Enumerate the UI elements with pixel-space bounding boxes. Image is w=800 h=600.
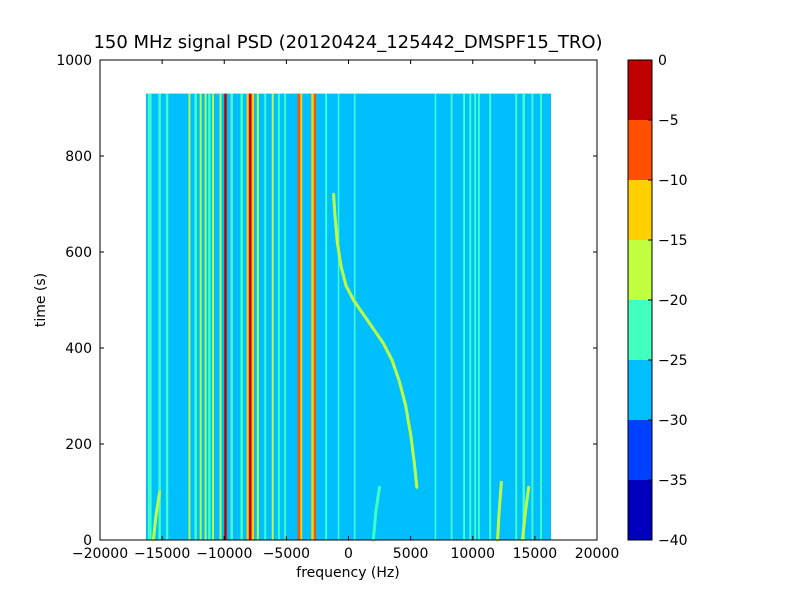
short-trace (496, 480, 503, 542)
vertical-feature (311, 93, 314, 540)
vertical-feature (337, 93, 340, 540)
vertical-feature (515, 93, 518, 540)
x-tick-label: −10000 (196, 546, 252, 562)
vertical-feature (450, 93, 453, 540)
x-tick-label: −20000 (72, 546, 128, 562)
vertical-feature (230, 93, 233, 540)
colorbar-tick-label: 0 (658, 53, 667, 69)
vertical-feature (474, 93, 477, 540)
heatmap-layer (145, 93, 552, 542)
vertical-feature (165, 93, 169, 540)
colorbar-segment (628, 420, 652, 480)
y-tick-label: 600 (65, 245, 92, 261)
colorbar-tick-label: −5 (658, 113, 679, 129)
doppler-trace (332, 192, 419, 489)
vertical-feature (204, 93, 207, 540)
vertical-feature (325, 93, 328, 540)
x-tick-label: 5000 (393, 546, 429, 562)
vertical-feature (434, 93, 437, 540)
colorbar-tick-label: −10 (658, 173, 688, 189)
short-trace (151, 490, 162, 542)
x-tick-label: 20000 (575, 546, 620, 562)
vertical-feature (531, 93, 534, 540)
chart-title: 150 MHz signal PSD (20120424_125442_DMSP… (93, 32, 602, 53)
vertical-feature (463, 93, 465, 540)
y-tick-label: 200 (65, 437, 92, 453)
vertical-feature (208, 93, 211, 540)
y-tick-label: 400 (65, 341, 92, 357)
vertical-feature (264, 93, 267, 540)
colorbar-segment (628, 480, 652, 540)
vertical-feature (271, 93, 274, 540)
vertical-feature (284, 93, 287, 540)
colorbar-tick-label: −30 (658, 413, 688, 429)
y-tick-label: 0 (83, 533, 92, 549)
colorbar-tick-label: −15 (658, 233, 688, 249)
vertical-feature (277, 93, 280, 540)
y-tick-label: 800 (65, 149, 92, 165)
vertical-feature (353, 93, 356, 540)
vertical-feature (489, 93, 492, 540)
vertical-feature (314, 93, 316, 540)
y-axis: 0 200 400 600 800 1000 (56, 53, 597, 549)
vertical-feature (469, 93, 472, 540)
colorbar: −40 −35 −30 −25 −20 −15 −10 −5 0 (627, 53, 688, 549)
colorbar-segment (628, 180, 652, 240)
x-axis-label: frequency (Hz) (296, 565, 399, 581)
short-trace (520, 485, 531, 542)
colorbar-ticks: −40 −35 −30 −25 −20 −15 −10 −5 0 (648, 53, 688, 549)
plot-area (99, 59, 598, 542)
vertical-feature (251, 93, 255, 540)
vertical-feature (240, 93, 243, 540)
vertical-feature (256, 93, 259, 540)
vertical-feature (147, 93, 152, 540)
vertical-feature (478, 93, 480, 540)
colorbar-segment (628, 240, 652, 300)
vertical-feature (194, 93, 197, 540)
vertical-feature (188, 93, 191, 540)
x-tick-label: 15000 (513, 546, 558, 562)
colorbar-segments (628, 60, 652, 540)
y-tick-label: 1000 (56, 53, 92, 69)
short-trace (371, 485, 382, 542)
colorbar-tick-label: −40 (658, 533, 688, 549)
x-tick-label: 10000 (450, 546, 495, 562)
vertical-feature (300, 93, 303, 540)
colorbar-segment (628, 60, 652, 120)
vertical-feature (212, 93, 214, 540)
x-tick-label: 0 (344, 546, 353, 562)
vertical-feature (246, 93, 250, 540)
colorbar-segment (628, 300, 652, 360)
vertical-feature (522, 93, 525, 540)
vertical-feature (224, 93, 227, 540)
colorbar-tick-label: −20 (658, 293, 688, 309)
vertical-feature (248, 93, 252, 540)
x-axis: −20000 −15000 −10000 −5000 0 5000 10000 15000 20… (72, 60, 619, 562)
colorbar-tick-label: −35 (658, 473, 688, 489)
vertical-feature (219, 93, 222, 540)
x-tick-label: −15000 (134, 546, 190, 562)
vertical-feature (540, 93, 543, 540)
x-tick-label: −5000 (263, 546, 310, 562)
vertical-feature (297, 93, 301, 540)
y-axis-label: time (s) (33, 273, 49, 327)
colorbar-segment (628, 360, 652, 420)
vertical-feature (158, 93, 161, 540)
colorbar-tick-label: −25 (658, 353, 688, 369)
vertical-feature (199, 93, 202, 540)
colorbar-segment (628, 120, 652, 180)
